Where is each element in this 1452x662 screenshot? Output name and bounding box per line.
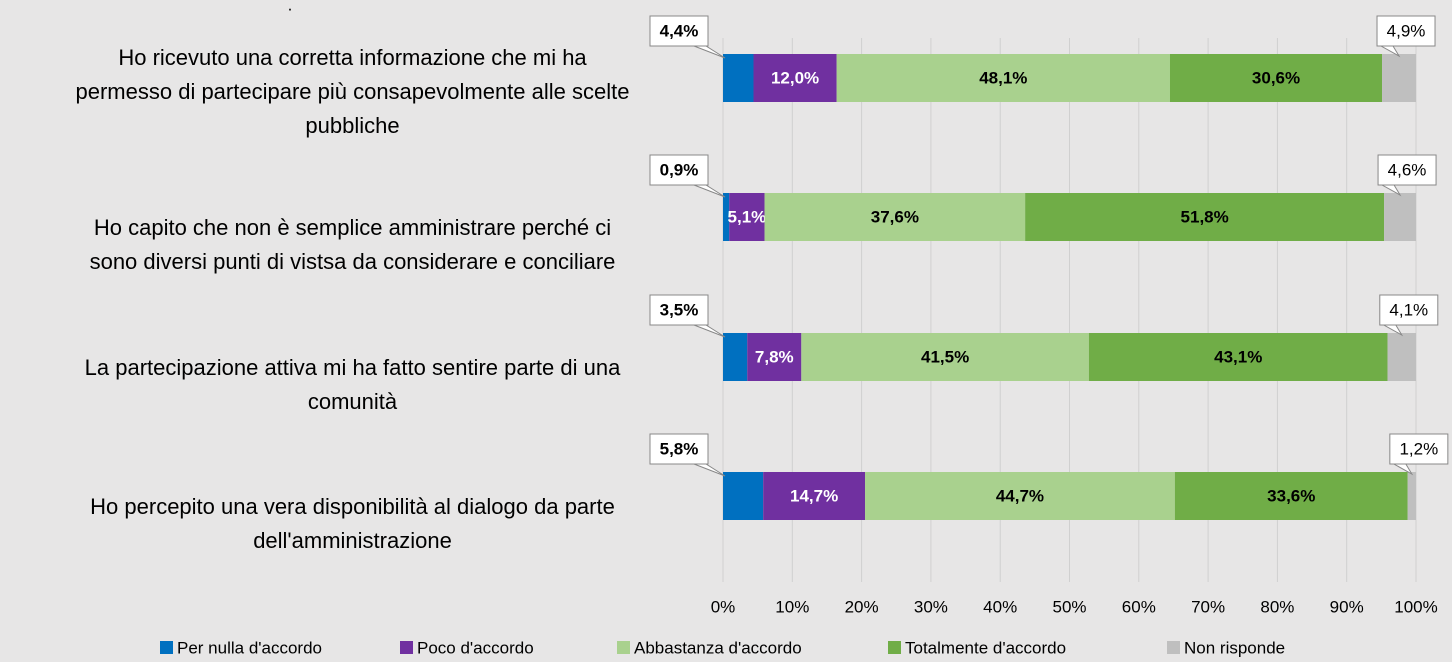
x-tick-label: 10% — [775, 597, 809, 616]
callout-box — [649, 15, 709, 47]
data-label: 4,6% — [1388, 160, 1427, 179]
bar-segment — [747, 333, 802, 381]
data-label: 3,5% — [660, 300, 699, 319]
bar-segment — [1025, 193, 1385, 241]
bar-segment — [1382, 54, 1416, 102]
bar-segment — [729, 193, 765, 241]
data-label: 14,7% — [790, 486, 838, 505]
legend-swatch — [888, 641, 901, 654]
data-label: 1,2% — [1399, 439, 1438, 458]
data-label: 30,6% — [1252, 68, 1300, 87]
callout-pointer — [693, 184, 726, 198]
x-tick-label: 80% — [1260, 597, 1294, 616]
annotation: . — [288, 0, 293, 14]
data-label: 37,6% — [871, 207, 919, 226]
data-label: 33,6% — [1267, 486, 1315, 505]
legend-label: Per nulla d'accordo — [177, 638, 322, 657]
callout-box — [1376, 15, 1436, 47]
bar-segment — [1384, 193, 1416, 241]
data-label: 4,1% — [1389, 300, 1428, 319]
data-label: 43,1% — [1214, 347, 1262, 366]
bar-segment — [764, 193, 1026, 241]
x-tick-label: 100% — [1394, 597, 1437, 616]
x-tick-label: 70% — [1191, 597, 1225, 616]
legend-swatch — [400, 641, 413, 654]
bar-segment — [1169, 54, 1383, 102]
bar-segment — [1088, 333, 1388, 381]
x-tick-label: 0% — [711, 597, 736, 616]
callout-box — [649, 433, 709, 465]
x-tick-label: 30% — [914, 597, 948, 616]
callout-pointer — [693, 324, 726, 338]
bar-segment — [1174, 472, 1408, 520]
data-label: 44,7% — [996, 486, 1044, 505]
bar-segment — [801, 333, 1089, 381]
bar-segment — [723, 54, 754, 102]
legend-swatch — [1167, 641, 1180, 654]
data-label: 48,1% — [979, 68, 1027, 87]
data-label: 4,4% — [660, 21, 699, 40]
x-tick-label: 60% — [1122, 597, 1156, 616]
x-tick-label: 40% — [983, 597, 1017, 616]
legend-label: Totalmente d'accordo — [905, 638, 1066, 657]
category-label: Ho percepito una vera disponibilità al d… — [90, 494, 615, 553]
callout-box — [649, 294, 709, 326]
bar-segment — [723, 193, 730, 241]
data-label: 5,8% — [660, 439, 699, 458]
data-label: 7,8% — [755, 347, 794, 366]
data-label: 51,8% — [1181, 207, 1229, 226]
legend-label: Non risponde — [1184, 638, 1285, 657]
x-tick-label: 50% — [1052, 597, 1086, 616]
callout-pointer — [693, 463, 726, 477]
legend-label: Abbastanza d'accordo — [634, 638, 802, 657]
category-label: Ho capito che non è semplice amministrar… — [89, 215, 616, 274]
legend-label: Poco d'accordo — [417, 638, 534, 657]
x-tick-label: 20% — [845, 597, 879, 616]
data-label: 12,0% — [771, 68, 819, 87]
data-label: 41,5% — [921, 347, 969, 366]
bar-segment — [836, 54, 1170, 102]
data-label: 5,1% — [728, 207, 767, 226]
legend-swatch — [160, 641, 173, 654]
bar-segment — [1407, 472, 1416, 520]
callout-box — [1379, 294, 1439, 326]
data-label: 4,9% — [1387, 21, 1426, 40]
callout-box — [1389, 433, 1449, 465]
bar-segment — [723, 333, 748, 381]
category-label: Ho ricevuto una corretta informazione ch… — [75, 45, 630, 138]
bar-segment — [865, 472, 1175, 520]
data-label: 0,9% — [660, 160, 699, 179]
bar-segment — [753, 54, 837, 102]
legend-swatch — [617, 641, 630, 654]
callout-box — [1377, 154, 1437, 186]
bar-segment — [1387, 333, 1416, 381]
x-tick-label: 90% — [1330, 597, 1364, 616]
callout-box — [649, 154, 709, 186]
bar-segment — [723, 472, 764, 520]
bar-segment — [763, 472, 866, 520]
category-label: La partecipazione attiva mi ha fatto sen… — [84, 355, 621, 414]
